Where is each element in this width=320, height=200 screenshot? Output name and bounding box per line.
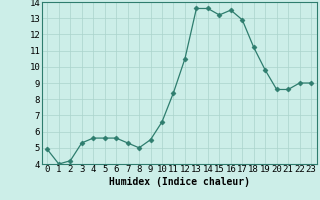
X-axis label: Humidex (Indice chaleur): Humidex (Indice chaleur) [109, 177, 250, 187]
